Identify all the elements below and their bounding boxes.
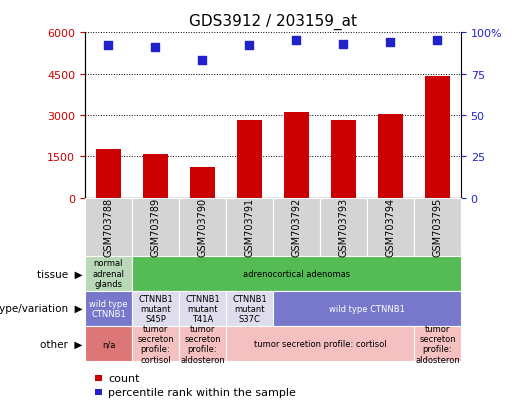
Text: GSM703795: GSM703795 xyxy=(433,197,442,257)
Text: count: count xyxy=(108,373,140,383)
Bar xyxy=(96,150,122,198)
Text: genotype/variation  ▶: genotype/variation ▶ xyxy=(0,304,82,314)
Text: tumor
secreton
profile:
aldosteron: tumor secreton profile: aldosteron xyxy=(415,324,460,364)
Text: GSM703792: GSM703792 xyxy=(291,197,301,257)
Text: tumor secretion profile: cortisol: tumor secretion profile: cortisol xyxy=(253,339,386,348)
Bar xyxy=(190,168,215,198)
Text: GSM703793: GSM703793 xyxy=(338,198,349,256)
Text: CTNNB1
mutant
T41A: CTNNB1 mutant T41A xyxy=(185,294,220,323)
Point xyxy=(386,40,394,46)
Text: wild type
CTNNB1: wild type CTNNB1 xyxy=(89,299,128,318)
Text: tissue  ▶: tissue ▶ xyxy=(37,268,82,279)
Text: GSM703788: GSM703788 xyxy=(104,198,113,256)
Point xyxy=(339,41,348,48)
Text: GSM703789: GSM703789 xyxy=(150,198,161,256)
Text: CTNNB1
mutant
S45P: CTNNB1 mutant S45P xyxy=(138,294,173,323)
Bar xyxy=(143,154,168,198)
Text: GSM703791: GSM703791 xyxy=(245,198,254,256)
Point xyxy=(245,43,253,50)
Point xyxy=(105,43,113,50)
Text: GSM703790: GSM703790 xyxy=(197,198,208,256)
Text: wild type CTNNB1: wild type CTNNB1 xyxy=(329,304,405,313)
Text: adrenocortical adenomas: adrenocortical adenomas xyxy=(243,269,350,278)
Text: tumor
secreton
profile:
aldosteron: tumor secreton profile: aldosteron xyxy=(180,324,225,364)
Text: percentile rank within the sample: percentile rank within the sample xyxy=(108,387,296,397)
Bar xyxy=(236,121,262,198)
Text: GSM703794: GSM703794 xyxy=(385,198,396,256)
Bar xyxy=(377,114,403,198)
Point xyxy=(151,45,160,51)
Bar xyxy=(424,77,450,198)
Text: CTNNB1
mutant
S37C: CTNNB1 mutant S37C xyxy=(232,294,267,323)
Point xyxy=(433,38,441,45)
Text: n/a: n/a xyxy=(102,339,115,348)
Text: tumor
secreton
profile:
cortisol: tumor secreton profile: cortisol xyxy=(137,324,174,364)
Bar xyxy=(284,113,310,198)
Title: GDS3912 / 203159_at: GDS3912 / 203159_at xyxy=(189,14,357,30)
Point xyxy=(198,58,207,64)
Point xyxy=(293,38,301,45)
Text: normal
adrenal
glands: normal adrenal glands xyxy=(93,259,125,288)
Text: other  ▶: other ▶ xyxy=(40,339,82,349)
Bar xyxy=(331,121,356,198)
